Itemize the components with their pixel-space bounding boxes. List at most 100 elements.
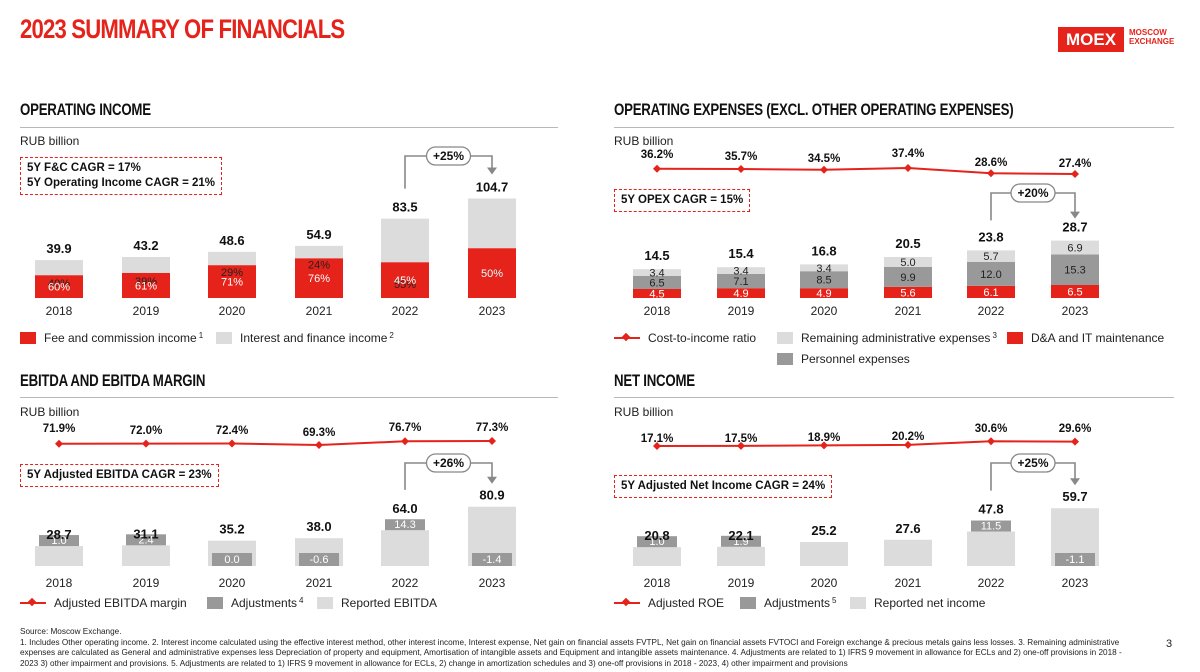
ebitda-bar-reported — [381, 530, 429, 566]
legend-swatch-red — [1007, 332, 1023, 344]
opex-x-label: 2023 — [1062, 304, 1089, 318]
net-x-label: 2023 — [1062, 576, 1089, 590]
op-income-legend-fee: Fee and commission income 1 — [20, 331, 203, 345]
net-bar-adjustment — [637, 536, 677, 548]
ebitda-adjustment-label: 2.4 — [138, 534, 153, 546]
op-income-growth-pill — [425, 146, 472, 166]
op-income-total-label: 54.9 — [306, 227, 331, 242]
opex-personnel-label: 8.5 — [816, 275, 831, 287]
opex-total-label: 16.8 — [811, 243, 836, 258]
opex-bar-remaining — [717, 267, 765, 274]
opex-legend-line-label: Cost-to-income ratio — [648, 331, 757, 345]
opex-ratio-label: 34.5% — [808, 153, 841, 165]
op-income-total-label: 39.9 — [46, 241, 71, 256]
net-legend-adj-label: Adjustments — [764, 596, 831, 610]
op-income-x-label: 2020 — [219, 304, 246, 318]
opex-bar-remaining — [800, 264, 848, 272]
ebitda-legend-line-label: Adjusted EBITDA margin — [54, 596, 187, 610]
legend-swatch-lightgrey — [777, 332, 793, 344]
op-income-total-label: 104.7 — [476, 180, 509, 195]
legend-int-label: Interest and finance income — [240, 331, 388, 345]
op-income-share-fee: 71% — [221, 277, 243, 289]
op-income-share-interest: 50% — [481, 268, 503, 280]
op-income-bar-interest — [295, 245, 343, 259]
page-number: 3 — [1166, 638, 1173, 650]
opex-personnel-label: 6.5 — [649, 278, 664, 290]
net-bar-adjustment — [971, 520, 1011, 532]
net-unit: RUB billion — [614, 405, 674, 419]
ebitda-margin-marker — [401, 437, 409, 446]
net-margin-label: 18.9% — [808, 432, 841, 444]
legend-swatch-darkgrey — [740, 597, 756, 609]
op-income-unit: RUB billion — [20, 134, 80, 148]
opex-ratio-marker — [737, 165, 745, 174]
net-margin-label: 20.2% — [892, 431, 925, 443]
net-margin-line — [656, 440, 1076, 447]
opex-ratio-label: 36.2% — [641, 149, 674, 161]
opex-legend-rem-sup: 3 — [992, 331, 997, 340]
opex-ratio-marker — [987, 169, 995, 178]
net-bar-reported — [633, 547, 681, 566]
op-income-bar-interest — [122, 256, 170, 273]
opex-rule — [614, 127, 1174, 128]
net-x-label: 2020 — [811, 576, 838, 590]
opex-bar-da — [967, 285, 1015, 298]
opex-remaining-label: 5.0 — [900, 257, 915, 269]
opex-bar-da — [1051, 285, 1099, 298]
net-growth-pill — [1010, 453, 1056, 473]
net-margin-label: 30.6% — [975, 423, 1008, 435]
opex-total-label: 15.4 — [728, 246, 754, 261]
ebitda-adjustment-label: 0.0 — [224, 554, 239, 566]
opex-bar-da — [884, 286, 932, 298]
ebitda-legend-adj-label: Adjustments — [231, 596, 298, 610]
op-income-growth-arrow-head — [487, 167, 497, 175]
net-legend-adj: Adjustments 5 — [740, 596, 836, 610]
ebitda-x-label: 2022 — [392, 576, 419, 590]
opex-bar-personnel — [717, 274, 765, 289]
legend-swatch-lightgrey — [850, 597, 866, 609]
net-margin-marker — [653, 442, 661, 450]
ebitda-unit: RUB billion — [20, 405, 80, 419]
legend-swatch-lightgrey — [216, 332, 232, 344]
opex-remaining-label: 3.4 — [649, 268, 664, 280]
net-margin-label: 29.6% — [1059, 423, 1092, 435]
opex-legend-line: Cost-to-income ratio — [614, 331, 756, 345]
opex-legend-da-label: D&A and IT maintenance — [1031, 331, 1165, 345]
legend-swatch-red — [20, 332, 36, 344]
ebitda-title: EBITDA AND EBITDA MARGIN — [20, 371, 206, 390]
op-income-rule — [20, 127, 558, 128]
ebitda-adjustment-label: 14.3 — [394, 519, 415, 531]
opex-ratio-marker — [653, 164, 661, 173]
legend-fee-sup: 1 — [198, 331, 204, 340]
opex-ratio-marker — [1071, 170, 1079, 178]
net-adjustment-label: 1.9 — [733, 536, 748, 548]
ebitda-x-label: 2021 — [306, 576, 333, 590]
op-income-cagr-box: 5Y F&C CAGR = 17% 5Y Operating Income CA… — [20, 157, 222, 195]
source-note: Source: Moscow Exchange. — [20, 627, 122, 636]
ebitda-rule — [20, 397, 558, 398]
net-adjustment-label: 11.5 — [981, 521, 1002, 533]
op-income-legend-int: Interest and finance income 2 — [216, 331, 394, 345]
footnotes: Source: Moscow Exchange. 1. Includes Oth… — [20, 627, 1140, 669]
ebitda-margin-line — [58, 440, 493, 447]
opex-bar-remaining — [884, 257, 932, 267]
legend-swatch-darkgrey — [777, 353, 793, 365]
opex-legend-rem: Remaining administrative expenses 3 — [777, 331, 997, 345]
ebitda-x-label: 2019 — [133, 576, 160, 590]
ebitda-legend-rep-label: Reported EBITDA — [341, 596, 438, 610]
op-income-x-label: 2018 — [46, 304, 73, 318]
opex-ratio-marker — [904, 164, 912, 172]
ebitda-adjustment-label: -1.4 — [483, 554, 502, 566]
opex-total-label: 23.8 — [978, 229, 1003, 244]
op-income-cagr-fc: 5Y F&C CAGR = 17% — [27, 162, 141, 174]
opex-ratio-line — [656, 166, 1076, 175]
ebitda-legend-adj: Adjustments 4 — [207, 596, 303, 610]
net-rule — [614, 397, 1174, 398]
net-margin-marker — [737, 441, 745, 450]
opex-total-label: 14.5 — [644, 248, 669, 263]
net-x-label: 2021 — [895, 576, 922, 590]
op-income-bar-fee — [122, 272, 170, 298]
ebitda-bar-adjustment — [126, 534, 166, 546]
legend-swatch-lightgrey — [317, 597, 333, 609]
op-income-bar-fee — [381, 262, 429, 298]
